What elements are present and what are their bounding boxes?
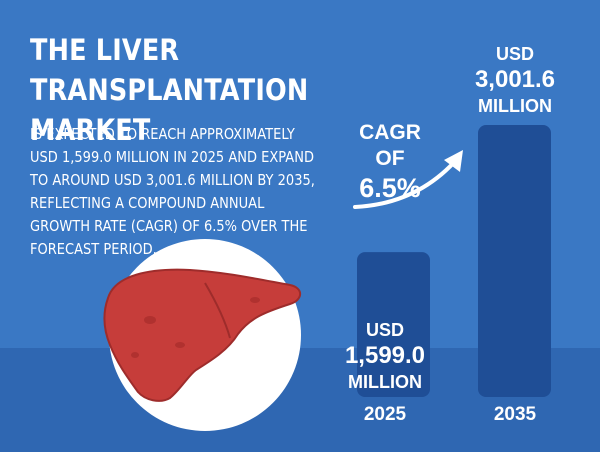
cagr-arrowhead	[444, 150, 463, 172]
bar-label-value: 3,001.6	[474, 66, 556, 93]
cagr-value: 6.5%	[359, 173, 421, 203]
liver-icon	[103, 268, 302, 402]
page-title: THE LIVER TRANSPLANTATION MARKET	[30, 33, 309, 147]
bar-label-unit: MILLION	[348, 372, 422, 392]
x-tick-label-2025: 2025	[363, 404, 407, 425]
bar-2035	[478, 125, 551, 397]
cagr-arrow	[353, 156, 460, 209]
bar-label-value: 1,599.0	[344, 342, 426, 369]
bar-label-currency: USD	[365, 320, 404, 340]
bar-label-currency: USD	[495, 44, 534, 64]
bar-label-unit: MILLION	[478, 96, 552, 116]
bar-label-2035: USD 3,001.6 MILLION	[460, 42, 570, 118]
description-text: IS EXPECTED TO REACH APPROXIMATELY USD 1…	[30, 125, 315, 258]
cagr-label: CAGR OF	[359, 121, 421, 170]
bar-2025	[357, 252, 430, 397]
x-tick-label-2035: 2035	[493, 404, 537, 425]
cagr-callout: CAGR OF 6.5%	[345, 120, 435, 204]
bar-label-2025: USD 1,599.0 MILLION	[330, 318, 440, 394]
